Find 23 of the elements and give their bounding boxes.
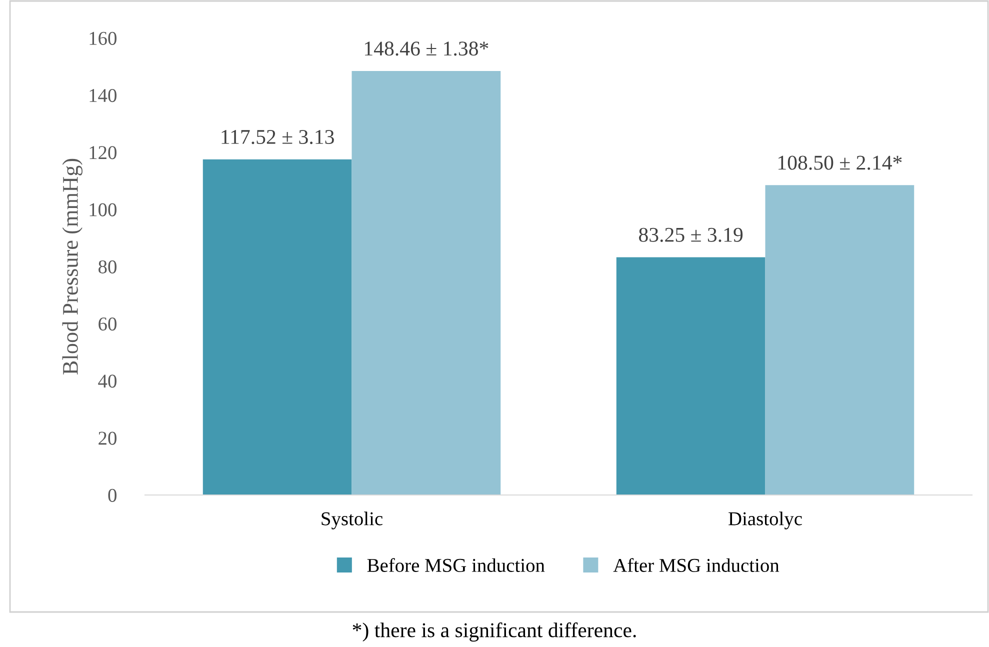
y-tick-label: 160 (90, 32, 116, 45)
data-label: 117.52 ± 3.13 (222, 130, 334, 144)
y-axis-title: Blood Pressure (mmHg) (62, 158, 82, 374)
data-label: 108.50 ± 2.14* (778, 156, 902, 170)
legend-label: Before MSG induction (367, 558, 545, 572)
y-tick-label: 100 (90, 203, 116, 216)
bar (616, 257, 766, 495)
x-tick-label: Diastolyc (728, 512, 802, 530)
x-tick-label: Systolic (322, 512, 382, 530)
bar (352, 70, 501, 495)
text: *) there is a significant difference. (352, 622, 636, 642)
y-tick-label: 20 (98, 432, 116, 445)
legend-label: After MSG induction (613, 558, 780, 572)
y-tick-label: 60 (98, 317, 116, 331)
y-tick-label: 120 (90, 146, 116, 160)
y-tick-label: 40 (98, 374, 116, 388)
y-tick-label: 0 (108, 488, 116, 502)
y-tick-label: 80 (98, 260, 116, 274)
y-tick-label: 140 (90, 88, 116, 102)
bar (202, 159, 352, 495)
data-label: 148.46 ± 1.38* (365, 42, 488, 56)
bar (765, 185, 914, 495)
data-label: 83.25 ± 3.19 (639, 228, 743, 242)
